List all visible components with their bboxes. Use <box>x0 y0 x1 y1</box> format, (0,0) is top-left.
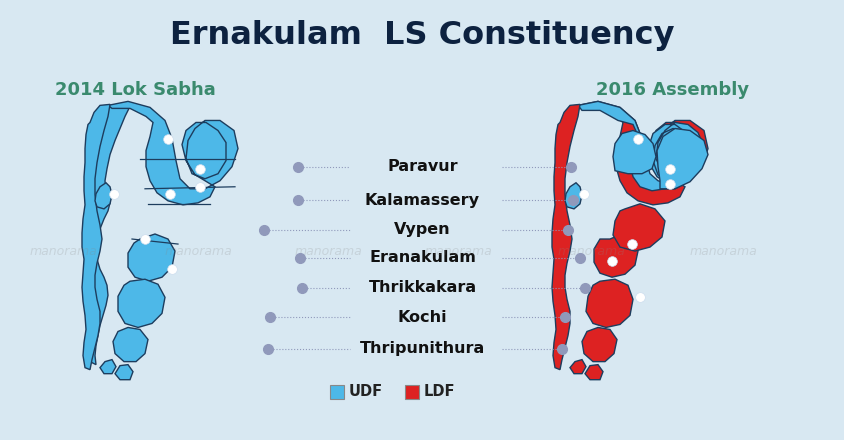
Polygon shape <box>95 183 112 209</box>
Text: Thripunithura: Thripunithura <box>360 341 484 356</box>
Polygon shape <box>115 365 133 380</box>
Polygon shape <box>108 101 238 205</box>
Text: Paravur: Paravur <box>387 159 457 174</box>
Polygon shape <box>657 128 707 189</box>
Text: Kochi: Kochi <box>398 310 446 325</box>
Polygon shape <box>118 279 165 327</box>
Text: manorama: manorama <box>557 245 625 257</box>
Text: manorama: manorama <box>690 245 757 257</box>
Polygon shape <box>565 183 582 209</box>
Polygon shape <box>577 101 707 205</box>
Polygon shape <box>570 359 585 374</box>
Text: Vypen: Vypen <box>393 223 451 238</box>
Polygon shape <box>82 104 110 370</box>
Polygon shape <box>585 279 632 327</box>
Text: 2014 Lok Sabha: 2014 Lok Sabha <box>55 81 215 99</box>
Text: Thrikkakara: Thrikkakara <box>368 280 476 295</box>
Polygon shape <box>577 101 703 191</box>
Polygon shape <box>127 234 175 281</box>
Text: manorama: manorama <box>30 245 98 257</box>
FancyBboxPatch shape <box>330 385 344 399</box>
Polygon shape <box>582 327 616 362</box>
Text: Kalamassery: Kalamassery <box>365 193 479 208</box>
Text: Eranakulam: Eranakulam <box>369 250 475 265</box>
Text: manorama: manorama <box>295 245 362 257</box>
Polygon shape <box>612 204 664 251</box>
Text: LDF: LDF <box>424 384 455 399</box>
Polygon shape <box>113 327 148 362</box>
Polygon shape <box>612 131 655 174</box>
Text: Ernakulam  LS Constituency: Ernakulam LS Constituency <box>170 20 674 51</box>
Polygon shape <box>584 365 603 380</box>
Polygon shape <box>551 104 579 370</box>
Polygon shape <box>593 234 637 277</box>
Text: 2016 Assembly: 2016 Assembly <box>595 81 749 99</box>
Polygon shape <box>100 359 116 374</box>
Text: manorama: manorama <box>425 245 492 257</box>
Text: manorama: manorama <box>165 245 232 257</box>
FancyBboxPatch shape <box>404 385 419 399</box>
Text: UDF: UDF <box>349 384 382 399</box>
Polygon shape <box>88 104 130 365</box>
